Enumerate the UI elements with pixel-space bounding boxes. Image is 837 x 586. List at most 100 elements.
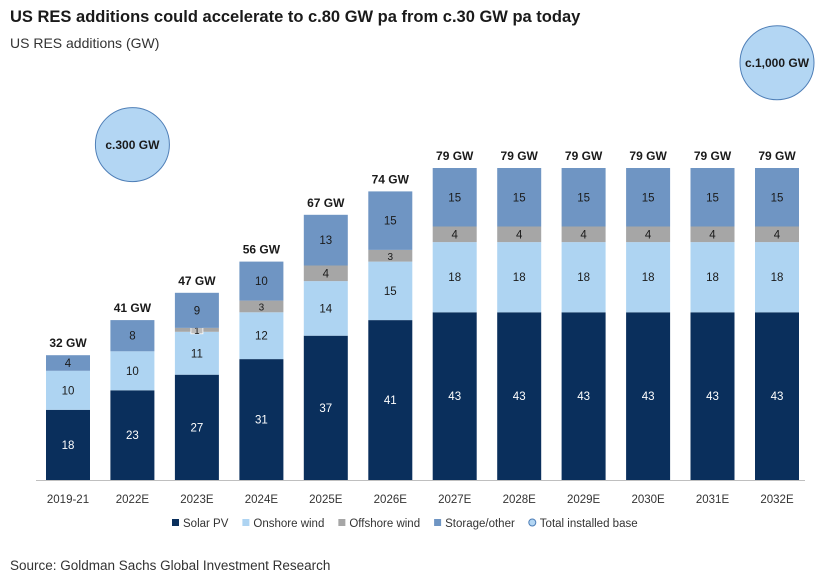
data-label-solar-2031E: 43 (706, 391, 719, 403)
data-label-onshore-2019-21: 10 (62, 385, 75, 397)
legend-label-storage: Storage/other (445, 518, 515, 530)
bar-storage-2028E (497, 168, 542, 227)
bar-onshore-2028E (497, 242, 542, 313)
data-label-storage-2024E: 10 (255, 276, 268, 288)
data-label-onshore-2023E: 11 (191, 348, 203, 360)
bar-onshore-2022E (110, 351, 155, 391)
installed-base-label-1: c.1,000 GW (745, 56, 810, 70)
bar-solar-2024E (239, 359, 284, 480)
data-label-onshore-2030E: 18 (642, 272, 655, 284)
data-label-solar-2019-21: 18 (62, 440, 75, 452)
data-label-offshore-2026E: 3 (388, 252, 394, 263)
legend-swatch-solar (172, 519, 179, 526)
bar-storage-2023E (174, 292, 219, 328)
x-tick-2024E: 2024E (245, 494, 279, 506)
bar-storage-2029E (561, 168, 606, 227)
data-label-offshore-2029E: 4 (580, 229, 587, 241)
x-tick-2028E: 2028E (503, 494, 537, 506)
data-label-storage-2029E: 15 (577, 192, 590, 204)
data-label-onshore-2032E: 18 (771, 272, 784, 284)
total-label-2028E: 79 GW (501, 149, 539, 163)
total-label-2022E: 41 GW (114, 301, 152, 315)
total-label-2032E: 79 GW (758, 149, 796, 163)
total-label-2025E: 67 GW (307, 196, 345, 210)
bar-storage-2027E (432, 168, 477, 227)
data-label-offshore-2025E: 4 (323, 268, 330, 280)
data-label-storage-2022E: 8 (129, 331, 135, 343)
legend-item-offshore: Offshore wind (338, 518, 420, 530)
bar-offshore-2027E (432, 226, 477, 243)
chart-title: US RES additions could accelerate to c.8… (10, 8, 581, 26)
data-label-storage-2031E: 15 (706, 192, 719, 204)
data-label-storage-2025E: 13 (319, 235, 332, 247)
x-tick-2031E: 2031E (696, 494, 730, 506)
legend: Solar PV Onshore wind Offshore wind Storage… (172, 518, 638, 530)
legend-label-solar: Solar PV (183, 518, 229, 530)
bar-stack-2029E: 43 18 4 15 79 GW (561, 149, 606, 480)
bar-solar-2031E (690, 312, 735, 480)
bar-solar-2028E (497, 312, 542, 480)
bar-stack-2028E: 43 18 4 15 79 GW (497, 149, 542, 480)
x-tick-2019-21: 2019-21 (47, 494, 89, 506)
data-label-storage-2023E: 9 (194, 305, 200, 317)
legend-swatch-storage (434, 519, 442, 526)
legend-label-offshore: Offshore wind (349, 518, 420, 530)
data-label-storage-2030E: 15 (642, 192, 655, 204)
bar-solar-2025E (303, 335, 348, 480)
data-label-onshore-2031E: 18 (706, 272, 719, 284)
data-label-solar-2025E: 37 (319, 403, 332, 415)
bar-onshore-2027E (432, 242, 477, 313)
bar-onshore-2026E (368, 261, 413, 321)
bar-storage-2031E (690, 168, 735, 227)
legend-item-solar: Solar PV (172, 518, 229, 530)
legend-item-onshore: Onshore wind (242, 518, 324, 530)
bar-storage-2024E (239, 261, 284, 301)
bar-storage-2032E (755, 168, 799, 227)
bar-solar-2026E (368, 320, 413, 480)
data-label-offshore-2031E: 4 (709, 229, 716, 241)
bar-offshore-2024E (239, 300, 284, 313)
bar-offshore-2030E (626, 226, 671, 243)
data-label-onshore-2028E: 18 (513, 272, 526, 284)
legend-item-installed-base: Total installed base (528, 518, 638, 530)
legend-label-onshore: Onshore wind (253, 518, 324, 530)
bar-offshore-2025E (303, 265, 348, 282)
bar-offshore-2029E (561, 226, 606, 243)
legend-item-storage: Storage/other (434, 518, 515, 530)
bar-offshore-2028E (497, 226, 542, 243)
data-label-offshore-2030E: 4 (645, 229, 652, 241)
data-label-storage-2027E: 15 (448, 192, 461, 204)
data-label-storage-2032E: 15 (771, 192, 784, 204)
bar-onshore-2024E (239, 312, 284, 360)
data-label-offshore-2028E: 4 (516, 229, 523, 241)
bar-offshore-2026E (368, 249, 413, 262)
bar-storage-2025E (303, 214, 348, 266)
bar-onshore-2023E (174, 331, 219, 375)
installed-base-label-0: c.300 GW (105, 138, 160, 152)
bar-stack-2025E: 37 14 4 13 67 GW (303, 196, 348, 480)
bar-onshore-2030E (626, 242, 671, 313)
legend-label-installed-base: Total installed base (540, 518, 638, 530)
x-tick-2023E: 2023E (180, 494, 214, 506)
total-label-2026E: 74 GW (372, 172, 410, 186)
data-label-storage-2028E: 15 (513, 192, 526, 204)
bar-solar-2030E (626, 312, 671, 480)
bar-stack-2022E: 23 10 8 41 GW (110, 301, 155, 480)
total-label-2029E: 79 GW (565, 149, 603, 163)
bar-onshore-2032E (755, 242, 799, 313)
bar-storage-2022E (110, 320, 155, 352)
data-label-solar-2029E: 43 (577, 391, 590, 403)
total-label-2030E: 79 GW (629, 149, 667, 163)
bar-onshore-2031E (690, 242, 735, 313)
bar-onshore-2019-21 (46, 370, 90, 410)
bar-storage-2019-21 (46, 355, 90, 371)
data-label-onshore-2024E: 12 (255, 331, 268, 343)
data-label-onshore-2025E: 14 (319, 303, 332, 315)
legend-swatch-onshore (242, 519, 250, 526)
data-label-onshore-2022E: 10 (126, 366, 139, 378)
total-label-2024E: 56 GW (243, 243, 281, 257)
x-tick-2022E: 2022E (116, 494, 150, 506)
